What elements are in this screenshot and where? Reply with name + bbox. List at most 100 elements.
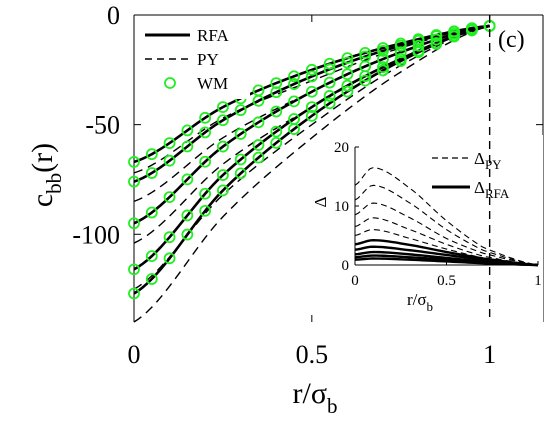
wm-marker [145,273,158,285]
x-axis-label: r/σb [293,377,338,418]
wm-marker [234,104,247,117]
wm-marker [199,126,212,139]
wm-marker [163,191,176,203]
wm-marker [128,175,140,188]
y-axis-label-sub: bb [42,173,66,194]
wm-marker [288,78,300,90]
wm-marker [252,139,265,151]
wm-marker [270,125,283,138]
wm-marker [323,76,336,89]
inset-y-tick-label: 10 [334,199,349,215]
inset-legend-label-rfa-base: Δ [474,178,485,197]
inset-x-axis-label-base: r/σ [407,290,427,309]
wm-marker [448,30,460,43]
rfa-curve [133,24,490,225]
wm-marker [145,250,158,263]
wm-marker [305,101,318,113]
x-tick-label: 0.5 [296,340,329,369]
wm-marker [377,45,389,57]
wm-marker [394,39,407,52]
wm-marker [377,53,389,65]
wm-marker [145,167,158,179]
py-curve [133,25,490,290]
wm-marker [199,155,212,168]
wm-marker [252,151,265,164]
wm-marker [359,46,372,59]
wm-marker [341,85,354,98]
wm-marker [181,124,194,137]
wm-marker [145,148,158,161]
panel-label: (c) [498,27,525,53]
wm-marker [128,263,140,276]
inset-x-tick-label: 0 [351,273,359,289]
wm-marker [128,287,140,300]
wm-marker [359,70,372,82]
wm-marker [341,52,354,64]
wm-marker [341,68,354,81]
wm-marker [394,55,407,67]
main-markers [128,20,496,300]
wm-marker [270,77,283,89]
wm-marker [234,167,247,180]
wm-marker [163,252,176,265]
wm-marker [145,206,158,219]
legend-swatch-wm [164,77,176,89]
wm-marker [217,101,229,113]
wm-marker [217,114,229,127]
wm-marker [341,56,354,69]
wm-marker [341,79,354,92]
y-axis-label: cbb(r) [26,143,66,207]
rfa-curve [133,24,490,183]
y-axis-label-suffix: (r) [26,143,59,173]
wm-marker [305,109,318,122]
wm-marker [377,64,389,77]
inset-x-axis-label: r/σb [407,290,433,314]
wm-marker [323,97,336,110]
wm-marker [181,228,194,241]
wm-marker [252,116,265,129]
wm-marker [323,57,336,70]
inset-y-tick-label: 20 [334,140,349,156]
wm-marker [270,136,283,149]
y-tick-label: -100 [72,220,120,249]
wm-marker [163,154,176,167]
wm-marker [412,39,425,52]
wm-marker [217,140,229,153]
wm-marker [181,140,194,153]
inset-y-tick-label: 0 [342,258,350,274]
wm-marker [217,169,229,181]
wm-marker [323,90,336,102]
inset-legend-label-py-sub: PY [485,157,502,172]
wm-marker [270,86,283,99]
main-ticks [133,14,543,322]
main-legend-box [140,19,250,99]
wm-marker [199,204,212,217]
wm-marker [288,95,300,108]
wm-marker [128,217,140,230]
wm-marker [359,74,372,87]
inset-py-curve [354,184,539,266]
x-tick-label: 1 [483,340,496,369]
inset-py-curve [354,202,539,266]
wm-marker [430,30,443,42]
legend-label-py: PY [197,50,219,69]
main-legend: RFA PY WM [140,19,250,99]
wm-marker [217,184,229,197]
py-curve [133,25,490,323]
wm-marker [288,123,300,135]
inset-py-curve [354,229,539,266]
y-tick-label: -50 [85,111,120,140]
inset-series [354,167,539,267]
wm-marker [163,137,176,150]
wm-marker [199,187,212,200]
legend-label-wm: WM [197,74,228,93]
wm-marker [252,94,265,107]
x-axis-label-sub: b [327,394,338,418]
inset-x-tick-label: 0.5 [437,273,456,289]
wm-marker [305,70,318,83]
wm-marker [305,63,318,76]
wm-marker [430,33,443,46]
